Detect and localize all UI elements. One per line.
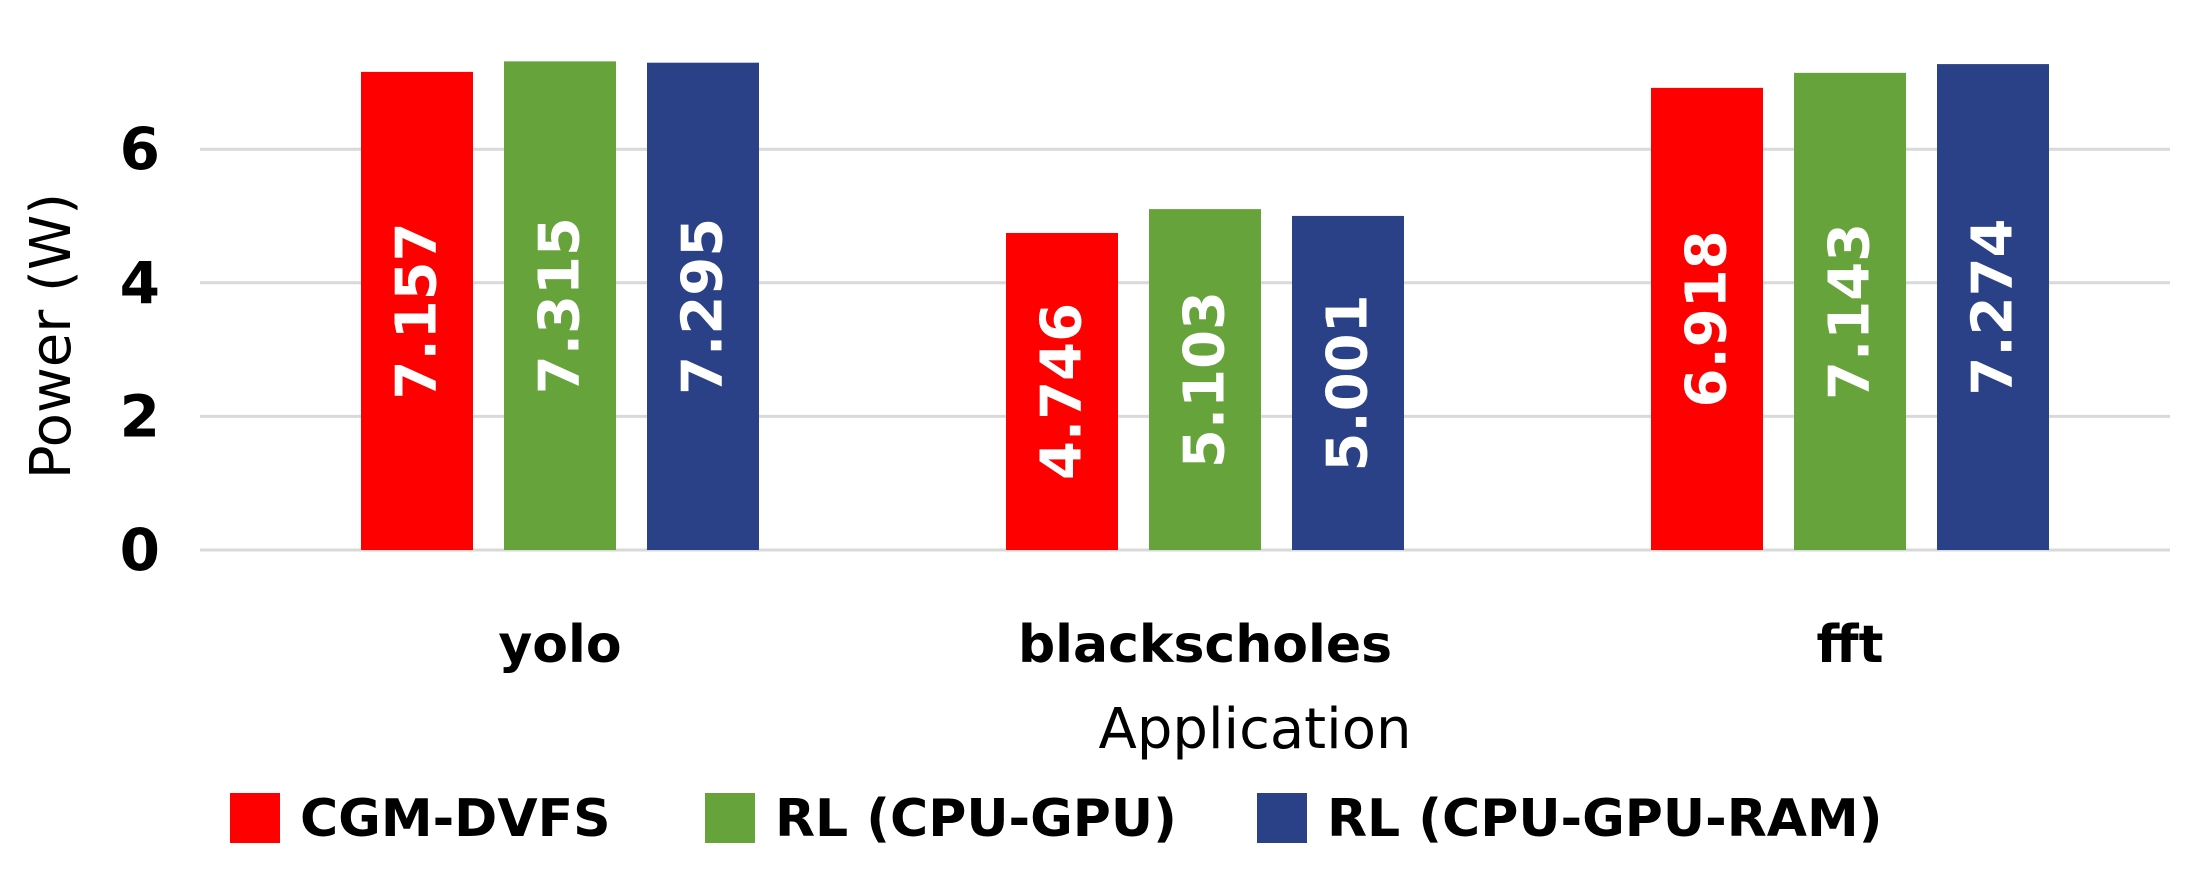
x-tick-label: yolo	[498, 615, 621, 675]
bar-value-label: 7.315	[528, 217, 593, 394]
bar-value-label: 5.001	[1316, 294, 1381, 471]
y-tick-label: 6	[120, 115, 160, 183]
bar	[1006, 232, 1118, 550]
y-tick-label: 2	[120, 382, 160, 450]
bar	[1794, 72, 1906, 551]
data-labels: 7.157 7.315 7.295 4.746 5.103 5.001 6.918 7.143…	[385, 217, 2026, 480]
bar	[647, 62, 759, 550]
legend-label: CGM-DVFS	[300, 789, 611, 849]
y-tick-label: 0	[120, 516, 160, 584]
bar	[1651, 87, 1763, 551]
legend-swatch	[230, 793, 280, 843]
bar-value-label: 6.918	[1675, 230, 1740, 407]
axes: Power (W) Application 0 2 4 6 yolo blackschol…	[19, 115, 1883, 762]
bars	[361, 61, 2049, 551]
bar-value-label: 7.274	[1961, 218, 2026, 395]
legend: CGM-DVFS RL (CPU-GPU) RL (CPU-GPU-RAM)	[230, 789, 1883, 849]
legend-label: RL (CPU-GPU-RAM)	[1327, 789, 1883, 849]
x-axis-title: Application	[1099, 697, 1412, 762]
y-axis-title: Power (W)	[19, 193, 84, 479]
bar-value-label: 4.746	[1030, 303, 1095, 480]
bar	[504, 61, 616, 550]
bar-value-label: 7.157	[385, 222, 450, 399]
legend-swatch	[705, 793, 755, 843]
legend-swatch	[1257, 793, 1307, 843]
x-tick-label: fft	[1817, 615, 1884, 675]
y-tick-label: 4	[120, 249, 160, 317]
bar-value-label: 7.295	[671, 218, 736, 395]
bar-value-label: 7.143	[1818, 223, 1883, 400]
bar	[1149, 209, 1261, 550]
legend-label: RL (CPU-GPU)	[775, 789, 1177, 849]
bar	[361, 71, 473, 550]
bar-value-label: 5.103	[1173, 291, 1238, 468]
bar	[1937, 64, 2049, 550]
x-tick-label: blackscholes	[1018, 615, 1392, 675]
bar	[1292, 215, 1404, 550]
